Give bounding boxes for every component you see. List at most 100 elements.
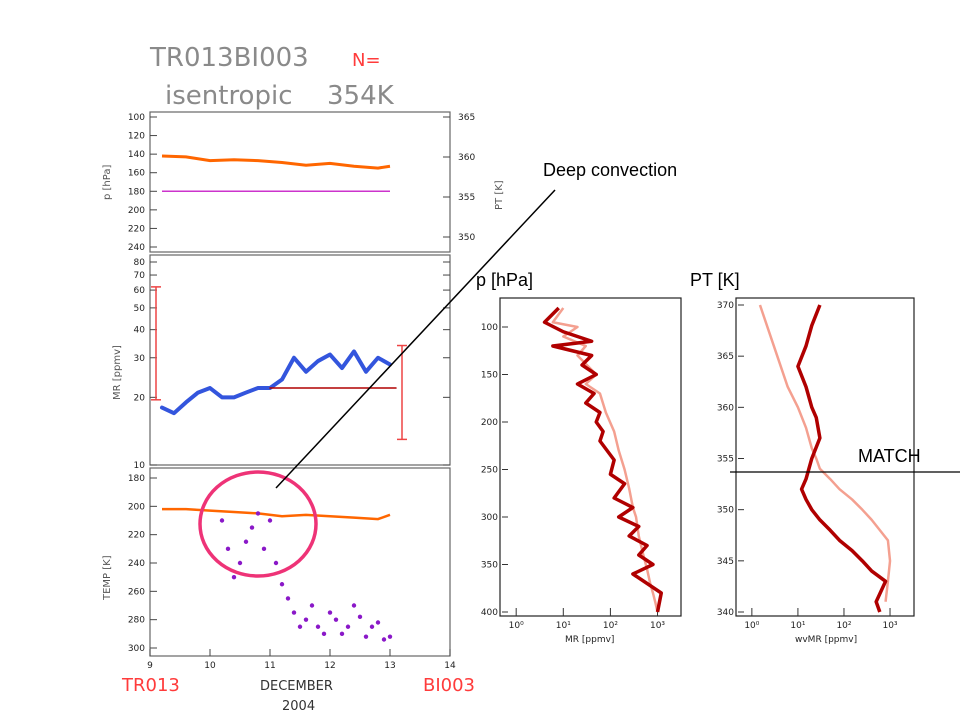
- wvmr-profile-y-tick-label: 360: [717, 403, 734, 413]
- mr-y-tick-label: 50: [134, 304, 146, 314]
- mr-y-tick-label: 70: [134, 271, 146, 281]
- mr-y-tick-label: 10: [134, 461, 146, 471]
- temp-x-tick-label: 11: [264, 661, 275, 671]
- pressure-orange-line: [161, 154, 391, 170]
- temp-scatter-point: [249, 525, 255, 530]
- mr-profile-dark-line: [542, 306, 664, 613]
- temp-scatter-point: [285, 596, 291, 601]
- temp-scatter-point: [297, 624, 303, 629]
- match-label: MATCH: [858, 446, 921, 466]
- temp-scatter-point: [237, 560, 243, 566]
- pt-right-tick-label: 355: [458, 193, 475, 203]
- mr-profile-x-tick-label: 10²: [603, 621, 618, 631]
- wvmr-profile-y-tick-label: 355: [717, 455, 734, 465]
- temp-x-tick-label: 13: [384, 661, 395, 671]
- mr-profile-y-tick-label: 150: [481, 371, 498, 381]
- profile-p-label: p [hPa]: [476, 270, 533, 290]
- temp-y-tick-label: 180: [128, 474, 145, 484]
- temp-scatter-point: [333, 617, 339, 622]
- mr-profile-y-tick-label: 300: [481, 513, 498, 523]
- temp-scatter-point: [357, 614, 363, 620]
- wvmr-profile-y-tick-label: 365: [717, 352, 734, 362]
- temp-scatter-point: [309, 603, 315, 608]
- temp-y-tick-label: 240: [128, 559, 145, 569]
- pressure-y-tick-label: 160: [128, 169, 145, 179]
- temp-y-tick-label: 220: [128, 531, 145, 541]
- pressure-y-label: p [hPa]: [102, 165, 113, 200]
- temp-scatter-point: [219, 518, 225, 523]
- mr-y-tick-label: 60: [134, 286, 146, 296]
- pressure-y-tick-label: 140: [128, 150, 145, 160]
- temp-y-tick-label: 260: [128, 587, 145, 597]
- figure-title: TR013BI003: [149, 43, 309, 73]
- mr-y-label: MR [ppmv]: [112, 345, 123, 400]
- temp-scatter-point: [387, 634, 393, 639]
- mr-profile-chart: 100 150 200 250 300 350 400 10⁰ 10¹ 10² 10³: [481, 306, 665, 631]
- temp-x-tick-label: 14: [444, 661, 456, 671]
- wvmr-profile-x-tick-label: 10³: [882, 621, 897, 631]
- wvmr-profile-y-tick-label: 345: [717, 557, 734, 567]
- pressure-y-tick-label: 200: [128, 206, 145, 216]
- wvmr-profile-light-line: [758, 304, 892, 602]
- pressure-y-tick-label: 120: [128, 132, 145, 142]
- temp-scatter-point: [375, 620, 381, 625]
- temp-scatter-point: [327, 610, 333, 615]
- deep-convection-label: Deep convection: [543, 160, 677, 180]
- x-year-label: 2004: [282, 699, 315, 714]
- temp-y-tick-label: 280: [128, 616, 145, 626]
- left-station-label: TR013: [121, 675, 180, 696]
- x-month-label: DECEMBER: [260, 679, 333, 694]
- temp-scatter-point: [231, 574, 237, 580]
- temp-scatter-point: [279, 582, 285, 587]
- mr-panel-frame: [149, 254, 451, 466]
- convection-highlight-circle: [198, 470, 318, 578]
- temp-x-tick-label: 12: [324, 661, 335, 671]
- temp-scatter-point: [351, 603, 357, 608]
- temp-x-tick-label: 9: [147, 661, 153, 671]
- temp-scatter-point: [267, 518, 273, 523]
- mr-profile-light-line: [551, 307, 659, 613]
- wvmr-profile-dark-line: [796, 304, 888, 613]
- mr-y-tick-label: 80: [134, 258, 146, 268]
- mr-profile-y-tick-label: 350: [481, 561, 498, 571]
- temp-scatter-point: [363, 634, 369, 639]
- wvmr-profile-y-tick-label: 340: [717, 608, 734, 618]
- mr-profile-x-tick-label: 10³: [650, 621, 665, 631]
- mr-profile-frame: [499, 297, 682, 617]
- mr-y-tick-label: 30: [134, 354, 146, 364]
- mr-profile-y-tick-label: 100: [481, 323, 498, 333]
- wvmr-profile-frame: [735, 297, 915, 617]
- pt-right-tick-label: 350: [458, 233, 475, 243]
- temp-x-tick-label: 10: [204, 661, 216, 671]
- pressure-y-tick-label: 180: [128, 187, 145, 197]
- profile-pt-label: PT [K]: [690, 270, 740, 290]
- subtitle-value: 354K: [327, 81, 395, 111]
- convection-pointer-line: [275, 189, 556, 489]
- wvmr-profile-y-tick-label: 350: [717, 506, 734, 516]
- temp-scatter-point: [369, 624, 375, 629]
- pressure-y-tick-label: 220: [128, 224, 145, 234]
- temp-scatter-point: [339, 631, 345, 637]
- wvmr-profile-x-label: wvMR [ppmv]: [795, 635, 857, 645]
- pressure-panel-frame: [149, 111, 451, 253]
- temp-y-label: TEMP [K]: [102, 555, 113, 601]
- temp-y-tick-label: 300: [128, 644, 145, 654]
- wvmr-profile-x-tick-label: 10⁰: [744, 621, 759, 631]
- temp-scatter-point: [273, 560, 279, 566]
- mr-profile-x-tick-label: 10⁰: [509, 621, 524, 631]
- mr-chart: 10 20 30 40 50 60 70 80: [134, 258, 450, 471]
- mr-blue-line: [160, 349, 392, 416]
- pressure-y-tick-label: 240: [128, 243, 145, 253]
- temp-panel-frame: [149, 467, 451, 657]
- wvmr-profile-x-tick-label: 10¹: [790, 621, 805, 631]
- temp-scatter-point: [381, 637, 387, 642]
- temp-scatter-point: [315, 624, 321, 629]
- pt-right-tick-label: 360: [458, 153, 475, 163]
- figure-subtitle: isentropic: [165, 81, 293, 111]
- temp-scatter-point: [225, 546, 231, 552]
- mr-profile-y-tick-label: 250: [481, 466, 498, 476]
- pressure-y-tick-label: 100: [128, 113, 145, 123]
- wvmr-profile-y-tick-label: 370: [717, 301, 734, 311]
